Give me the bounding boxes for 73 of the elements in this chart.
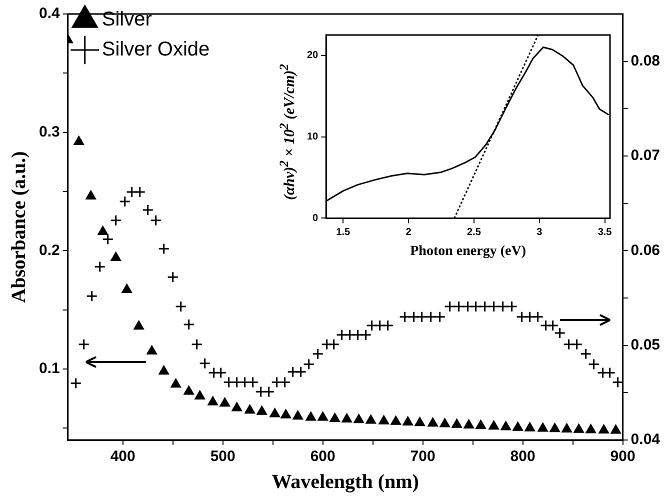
- point: [232, 402, 242, 412]
- y2-tick-label: 0.07: [630, 147, 660, 164]
- point: [524, 422, 535, 432]
- y-tick-label: 0: [312, 212, 319, 224]
- y2-tick-label: 0.05: [630, 336, 660, 354]
- point: [330, 412, 340, 422]
- point: [550, 423, 560, 432]
- point: [342, 414, 352, 423]
- x-tick-label: 3.5: [598, 226, 612, 238]
- point: [280, 409, 291, 418]
- point: [464, 419, 474, 428]
- point: [390, 416, 401, 425]
- legend-label: Silver: [102, 8, 152, 31]
- x-tick-label: 800: [510, 448, 536, 466]
- y-tick-label: 10: [307, 132, 319, 143]
- point: [184, 386, 194, 395]
- x-axis-title: Wavelength (nm): [272, 471, 419, 494]
- x-tick-label: 600: [310, 448, 336, 466]
- point: [414, 417, 425, 426]
- point: [402, 416, 413, 426]
- point: [158, 366, 169, 375]
- point: [562, 423, 572, 432]
- point: [74, 136, 84, 146]
- y-tick-label: 20: [307, 50, 319, 62]
- point: [378, 415, 389, 424]
- point: [366, 414, 376, 424]
- point: [574, 424, 584, 433]
- point: [122, 284, 132, 293]
- point: [220, 398, 230, 407]
- y2-tick-label: 0.06: [630, 242, 660, 259]
- point: [610, 424, 621, 434]
- point: [292, 410, 303, 420]
- legend-label: Silver Oxide: [102, 38, 210, 61]
- point: [476, 420, 486, 430]
- x-tick-label: 2.5: [466, 226, 482, 238]
- point: [440, 418, 450, 428]
- point: [194, 390, 205, 400]
- x-tick-label: 400: [110, 448, 136, 466]
- x-tick-label: 900: [610, 448, 636, 466]
- x-axis-title: Photon energy (eV): [410, 244, 526, 260]
- point: [586, 424, 596, 434]
- y-tick-label: 0.3: [38, 123, 60, 140]
- point: [146, 346, 157, 354]
- x-tick-label: 2: [406, 226, 412, 238]
- x-tick-label: 1.5: [336, 226, 351, 238]
- point: [306, 412, 316, 421]
- point: [98, 226, 108, 235]
- y2-tick-label: 0.04: [630, 431, 661, 448]
- point: [170, 378, 181, 388]
- point: [512, 422, 523, 431]
- x-tick-label: 700: [410, 448, 436, 466]
- point: [134, 320, 144, 330]
- y2-tick-label: 0.08: [630, 52, 660, 70]
- point: [598, 424, 609, 434]
- point: [500, 421, 511, 430]
- point: [270, 408, 280, 418]
- y-axis-title: Absorbance (a.u.): [8, 151, 30, 303]
- point: [86, 190, 96, 200]
- point: [428, 418, 438, 427]
- x-tick-label: 500: [210, 448, 236, 466]
- point: [488, 420, 499, 430]
- point: [110, 252, 121, 262]
- x-tick-label: 3: [536, 226, 543, 238]
- point: [354, 414, 364, 424]
- y-tick-label: 0.4: [38, 5, 60, 22]
- point: [256, 406, 267, 415]
- point: [244, 404, 255, 414]
- point: [318, 412, 328, 421]
- point: [208, 396, 218, 406]
- point: [452, 418, 462, 428]
- y-tick-label: 0.2: [38, 242, 60, 259]
- y-tick-label: 0.1: [38, 360, 60, 378]
- point: [538, 422, 548, 432]
